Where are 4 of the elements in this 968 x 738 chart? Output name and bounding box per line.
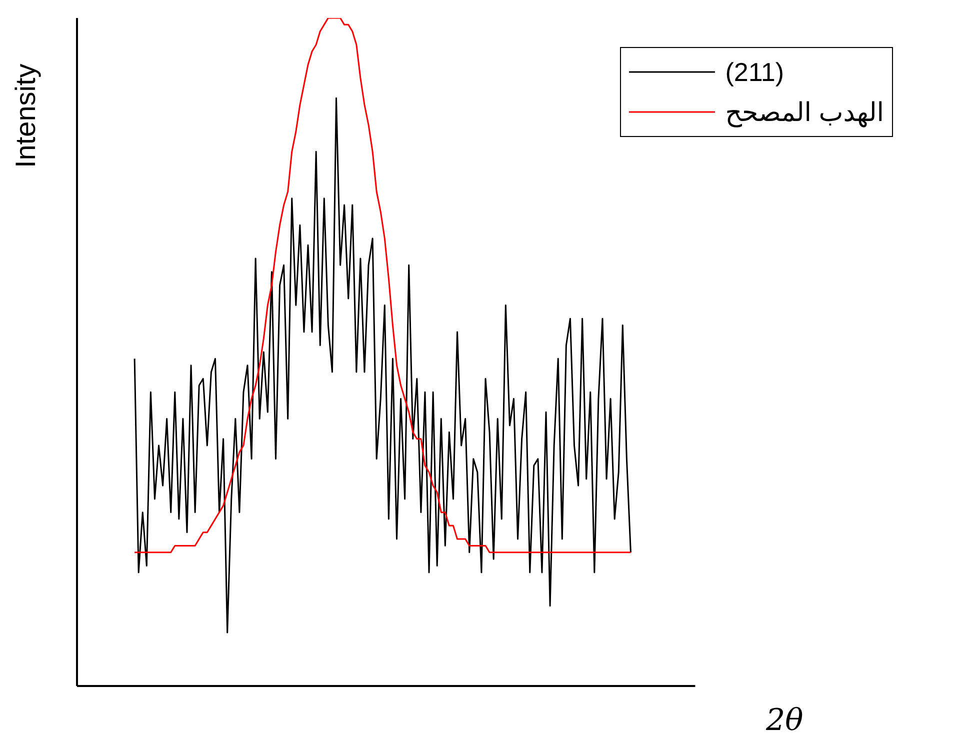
x-axis-title: 2θ	[766, 703, 804, 738]
y-axis-title: Intensity	[10, 64, 42, 168]
legend-label: الهدب المصحح	[725, 96, 884, 128]
legend-label: (211)	[725, 56, 784, 88]
